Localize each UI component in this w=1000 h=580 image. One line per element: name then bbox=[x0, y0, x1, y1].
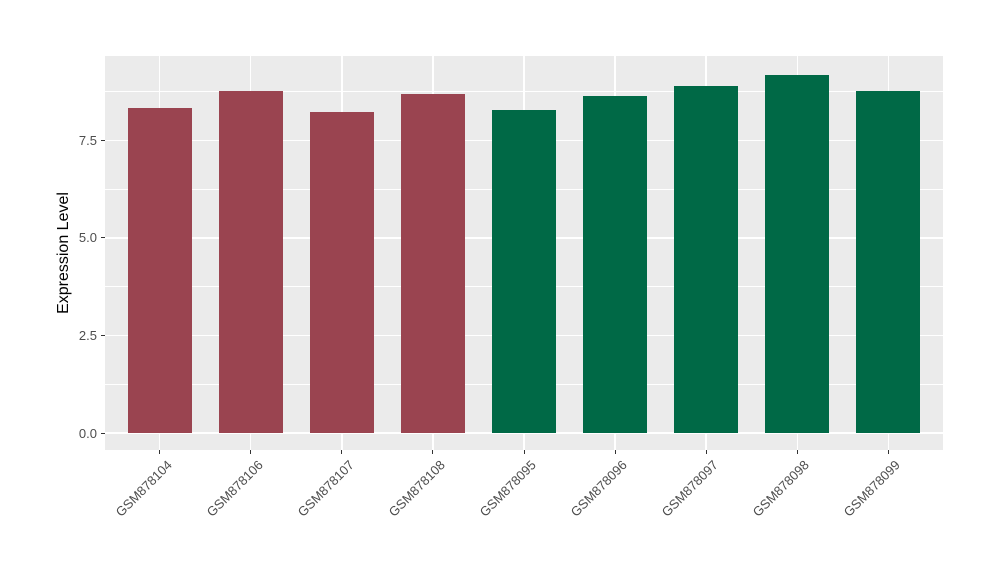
x-axis-tick-label: GSM878099 bbox=[841, 457, 904, 520]
x-axis-tick-label: GSM878107 bbox=[294, 457, 357, 520]
bar-GSM878097 bbox=[674, 86, 739, 434]
bar-GSM878096 bbox=[583, 96, 647, 434]
bar-GSM878098 bbox=[765, 75, 830, 434]
x-tick bbox=[432, 450, 434, 454]
x-tick bbox=[159, 450, 161, 454]
x-axis-tick-label: GSM878108 bbox=[385, 457, 448, 520]
x-axis-tick-label: GSM878106 bbox=[203, 457, 266, 520]
bar-GSM878104 bbox=[127, 108, 192, 434]
plot-panel bbox=[105, 56, 943, 450]
x-tick bbox=[523, 450, 525, 454]
x-tick bbox=[796, 450, 798, 454]
x-tick bbox=[705, 450, 707, 454]
x-tick bbox=[614, 450, 616, 454]
y-tick bbox=[100, 139, 105, 141]
x-axis-tick-label: GSM878095 bbox=[476, 457, 539, 520]
x-axis-tick-label: GSM878104 bbox=[112, 457, 175, 520]
x-tick bbox=[887, 450, 889, 454]
bar-GSM878107 bbox=[309, 112, 374, 434]
x-axis-tick-label: GSM878096 bbox=[567, 457, 630, 520]
x-axis-tick-label: GSM878098 bbox=[749, 457, 813, 520]
x-axis-tick-label: GSM878097 bbox=[658, 457, 722, 520]
y-axis-tick-label: 0.0 bbox=[78, 425, 97, 441]
bar-GSM878108 bbox=[401, 94, 465, 434]
bar-GSM878106 bbox=[218, 91, 283, 434]
y-tick bbox=[100, 432, 105, 434]
x-tick bbox=[341, 450, 343, 454]
y-axis-tick-label: 7.5 bbox=[78, 132, 97, 148]
y-tick bbox=[100, 335, 105, 337]
y-axis-tick-label: 5.0 bbox=[78, 230, 97, 246]
y-axis-title: Expression Level bbox=[55, 192, 72, 314]
y-axis-tick-label: 2.5 bbox=[78, 328, 97, 344]
bar-GSM878095 bbox=[492, 109, 556, 434]
y-tick bbox=[100, 237, 105, 239]
bar-GSM878099 bbox=[856, 90, 921, 434]
x-tick bbox=[250, 450, 252, 454]
